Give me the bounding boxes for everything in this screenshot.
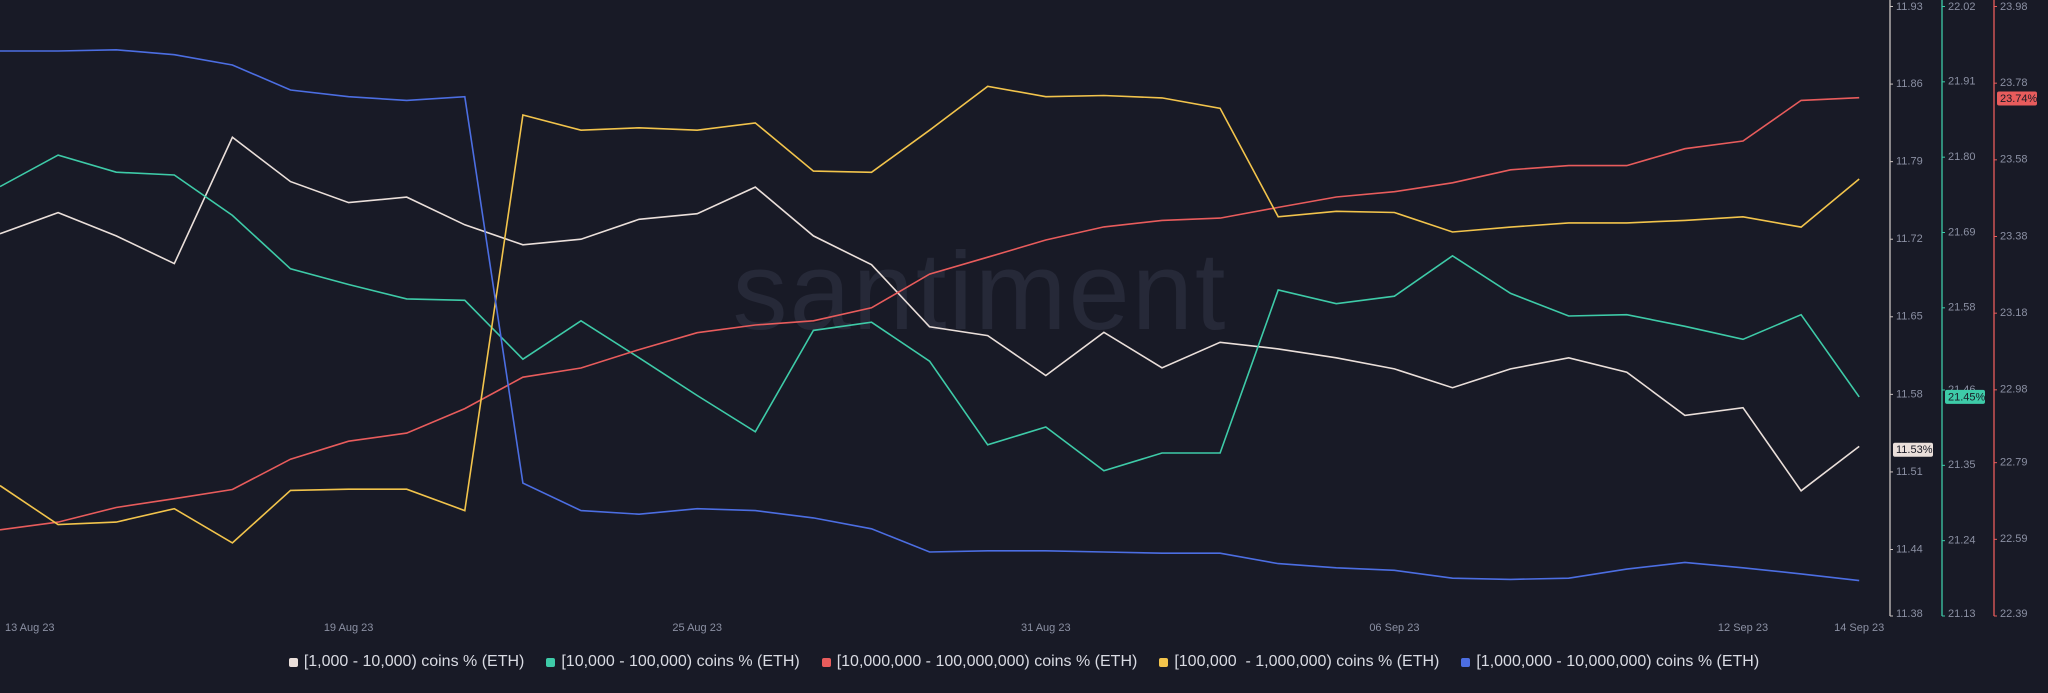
y-tick-label: 21.35	[1948, 459, 1976, 471]
legend-item[interactable]: [10,000,000 - 100,000,000) coins % (ETH)	[821, 653, 1138, 671]
y-tick-label: 11.44	[1896, 543, 1923, 555]
value-badge	[1997, 91, 2037, 106]
legend-swatch	[546, 657, 556, 667]
series-line	[0, 48, 1860, 582]
value-badge	[1945, 389, 1985, 404]
y-tick-label: 11.86	[1896, 78, 1923, 90]
x-tick-label: 12 Sep 23	[1718, 622, 1768, 634]
value-badge-label: 21.45%	[1948, 391, 1986, 403]
legend: [1,000 - 10,000) coins % (ETH) [10,000 - …	[0, 653, 2048, 671]
legend-swatch	[288, 657, 298, 667]
y-tick-label: 23.78	[2000, 77, 2028, 89]
y-tick-label: 23.98	[2000, 1, 2028, 13]
chart: santiment 11.93 11.86 11.79 11.72 11.65 11.58…	[0, 0, 2038, 634]
legend-item[interactable]: [100,000 - 1,000,000) coins % (ETH)	[1159, 653, 1439, 671]
y-tick-label: 11.72	[1896, 233, 1923, 245]
legend-label: [1,000,000 - 10,000,000) coins % (ETH)	[1476, 653, 1760, 670]
y-tick-label: 11.93	[1896, 1, 1923, 13]
y-tick-label: 21.13	[1948, 608, 1976, 620]
value-badge-label: 23.74%	[2000, 93, 2038, 105]
series-line	[0, 85, 1860, 544]
y-tick-label: 11.58	[1896, 388, 1923, 400]
y-tick-label: 22.02	[1948, 1, 1976, 13]
y-tick-label: 23.18	[2000, 307, 2028, 319]
legend-item[interactable]: [1,000,000 - 10,000,000) coins % (ETH)	[1461, 653, 1759, 671]
x-tick-label: 31 Aug 23	[1021, 622, 1071, 634]
legend-label: [10,000,000 - 100,000,000) coins % (ETH)	[836, 653, 1138, 670]
y-tick-label: 21.80	[1948, 151, 1976, 163]
legend-item[interactable]: [1,000 - 10,000) coins % (ETH)	[288, 653, 525, 671]
y-tick-label: 11.65	[1896, 311, 1923, 323]
value-badge-label: 11.53%	[1896, 444, 1933, 456]
series-line	[0, 96, 1860, 531]
y-tick-label: 22.39	[2000, 608, 2028, 620]
y-tick-label: 22.79	[2000, 457, 2028, 469]
y-tick-label: 23.58	[2000, 154, 2028, 166]
legend-label: [100,000 - 1,000,000) coins % (ETH)	[1174, 653, 1440, 670]
watermark: santiment	[733, 230, 1228, 353]
x-tick-label: 25 Aug 23	[672, 622, 722, 634]
legend-swatch	[821, 657, 831, 667]
y-tick-label: 21.24	[1948, 535, 1976, 547]
legend-swatch	[1461, 657, 1471, 667]
y-tick-label: 21.58	[1948, 302, 1976, 314]
legend-label: [10,000 - 100,000) coins % (ETH)	[561, 653, 800, 670]
y-tick-label: 22.59	[2000, 533, 2028, 545]
legend-swatch	[1159, 657, 1169, 667]
x-tick-label: 13 Aug 23	[5, 622, 55, 634]
y-tick-label: 11.79	[1896, 156, 1923, 168]
x-tick-label: 14 Sep 23	[1834, 622, 1884, 634]
y-tick-label: 11.38	[1896, 608, 1923, 620]
y-tick-label: 11.51	[1896, 466, 1923, 478]
legend-item[interactable]: [10,000 - 100,000) coins % (ETH)	[546, 653, 800, 671]
series-line	[0, 136, 1860, 492]
value-badge	[1893, 442, 1933, 457]
y-tick-label: 21.91	[1948, 76, 1976, 88]
y-tick-label: 22.98	[2000, 384, 2028, 396]
y-tick-label: 21.69	[1948, 226, 1976, 238]
series-line	[0, 154, 1860, 472]
legend-label: [1,000 - 10,000) coins % (ETH)	[303, 653, 525, 670]
x-tick-label: 19 Aug 23	[324, 622, 374, 634]
y-tick-label: 23.38	[2000, 230, 2028, 242]
x-tick-label: 06 Sep 23	[1369, 622, 1419, 634]
